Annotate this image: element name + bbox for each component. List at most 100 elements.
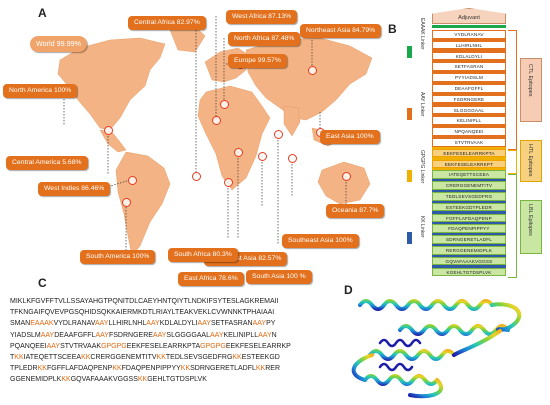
legend-swatch-gpgpg: [407, 170, 412, 182]
kk-linker: [432, 211, 506, 215]
linker-residues: AAY: [95, 331, 109, 339]
ctl-epitope: SLGGGGAAL: [432, 105, 506, 115]
linker-residues: AAY: [46, 342, 61, 350]
marker-south-america: [122, 198, 131, 207]
epitope-residues: MIKLKFGVFFTVLLSSAYAHGTPQNITDLCAEYHNTQIYT…: [10, 298, 279, 305]
sequence-line: TFKNGAIFQVEVPGSQHIDSQKKAIERMKDTLRIAYLTEA…: [10, 307, 320, 318]
marker-southwest-asia: [258, 152, 267, 161]
epitope-residues: VYDLRANAV: [53, 320, 95, 328]
label-south-africa: South Africa 80.3%: [168, 248, 238, 262]
sequence-line: TPLEDRKKFGFFLAFDAQPENPKKFDAQPENPIPPYYKKS…: [10, 363, 320, 374]
htl-group-brace: [508, 150, 517, 174]
asia-shape: [245, 37, 373, 121]
helix-2: [398, 324, 510, 336]
marker-east-africa: [234, 148, 243, 157]
loop-2: [452, 329, 502, 357]
linker-residues: KK: [137, 376, 148, 384]
legend-label-kk: KK Linker: [419, 216, 425, 238]
linker-residues: GPGPG: [200, 342, 226, 350]
aay-linker: [432, 103, 506, 107]
epitope-residues: DEAAFGFFL: [54, 331, 96, 339]
ltl-group-label: LBL Epitopes: [527, 204, 533, 236]
kk-linker: [432, 200, 506, 204]
linker-residues: KK: [37, 365, 47, 373]
marker-central-america: [104, 126, 113, 135]
marker-central-africa: [192, 172, 201, 181]
epitope-residues: KDLALDYLI: [159, 320, 198, 328]
epitope-residues: FSDRNGERE: [108, 331, 153, 339]
linker-residues: KK: [180, 365, 191, 373]
label-west-indies: West Indies 86.46%: [38, 182, 111, 196]
epitope-residues: GEHLTGTDSPLVK: [147, 376, 207, 384]
label-south-asia: South Asia 100 %: [246, 270, 312, 284]
kk-linker: [432, 222, 506, 226]
kk-linker: [432, 179, 506, 182]
loop-4: [408, 378, 444, 399]
linker-residues: AAY: [152, 331, 167, 339]
epitope-residues: GGENEMIDPLK: [10, 376, 62, 384]
kk-linker: [432, 243, 506, 247]
epitope-residues: SMAN: [10, 320, 31, 328]
htl-group-label: HTL Epitopes: [527, 144, 533, 177]
legend-label-eaaak: EAAAK Linker: [419, 18, 425, 50]
legend-label-aay: AAY Linker: [419, 92, 425, 117]
coil-2: [378, 362, 414, 372]
ctl-epitope: STVTRVAAK: [432, 138, 506, 147]
ctl-group-label: CTL Epitopes: [527, 64, 533, 97]
aay-linker: [432, 92, 506, 96]
adjuvant-label: Adjuvant: [458, 15, 480, 21]
ctl-group-brace: [508, 30, 517, 150]
panel-label-d: D: [344, 283, 353, 297]
epitope-residues: PY: [266, 320, 276, 328]
helix-4: [363, 374, 439, 386]
epitope-residues: SETFASRAN: [210, 320, 253, 328]
aay-linker: [432, 125, 506, 128]
legend-swatch-eaaak: [407, 46, 412, 58]
lbl-epitope: ESTEEKGDTPLEDR: [432, 202, 506, 212]
epitope-residues: KELINIPLL: [223, 331, 259, 339]
eaaak-linker: [432, 25, 506, 28]
label-northeast-asia: Northeast Asia 84.79%: [300, 24, 382, 38]
sequence-line: YIADSLMAAYDEAAFGFFLAAYFSDRNGEREAAYSLGGGG…: [10, 330, 320, 341]
panel-label-a: A: [38, 6, 47, 20]
sequence-line: PQANQEEIAAYSTVTRVAAKGPGPGEEKFESELEARRKPT…: [10, 341, 320, 352]
epitope-residues: TEDLSEVSGEDFRG: [165, 354, 233, 362]
label-north-africa: North Africa 87.48%: [228, 32, 301, 46]
adjuvant-block: Adjuvant: [432, 8, 506, 24]
epitope-residues: FGFFLAFDAQPENP: [46, 365, 113, 373]
label-east-africa: East Africa 78.6%: [178, 272, 244, 286]
ltl-group-brace: [508, 174, 517, 278]
aay-linker: [432, 60, 506, 64]
epitope-residues: ESTEEKGD: [241, 354, 280, 362]
linker-residues: KK: [232, 354, 242, 362]
lbl-epitope: RERGGENEMIDPLK: [432, 246, 506, 255]
aay-linker: [432, 114, 506, 118]
epitope-residues: YIADSLM: [10, 331, 41, 339]
helix-1: [358, 299, 494, 311]
htl-epitope: EEKFESELEARRKPT: [432, 159, 506, 169]
epitope-residues: EEKFESELEARRKPTA: [126, 342, 201, 350]
linker-residues: GPGPG: [101, 342, 127, 350]
lbl-epitope: KGEHLTGTDSPLVK: [432, 267, 506, 277]
ctl-epitope: NPQANQEEI: [432, 127, 506, 136]
epitope-residues: FDAQPENPIPPYY: [121, 365, 181, 373]
linker-residues: KK: [61, 376, 71, 384]
linker-residues: KK: [156, 354, 166, 362]
epitope-residues: STVTRVAAK: [60, 342, 102, 350]
ltl-group-box: [520, 200, 542, 254]
ctl-epitope: KELINIPLL: [432, 116, 506, 125]
kk-linker: [432, 233, 506, 236]
lbl-epitope: CRERGGENEMTITV: [432, 181, 506, 190]
linker-residues: AAY: [210, 331, 224, 339]
sequence-line: SMANEAAAKVYDLRANAVAAYLLHIRLNHLAAYKDLALDY…: [10, 318, 320, 329]
epitope-residues: T: [10, 354, 15, 362]
marker-south-africa: [224, 178, 233, 187]
marker-west-africa: [212, 116, 221, 125]
linker-residues: AAY: [258, 331, 272, 339]
linker-residues: AAY: [94, 320, 109, 328]
label-central-america: Central America 5.68%: [6, 156, 88, 170]
ctl-epitope: KDLALDYLI: [432, 51, 506, 61]
ctl-epitope: FSDRNGERE: [432, 94, 506, 104]
loop-3: [351, 353, 374, 382]
epitope-residues: PQANQEEI: [10, 342, 47, 350]
